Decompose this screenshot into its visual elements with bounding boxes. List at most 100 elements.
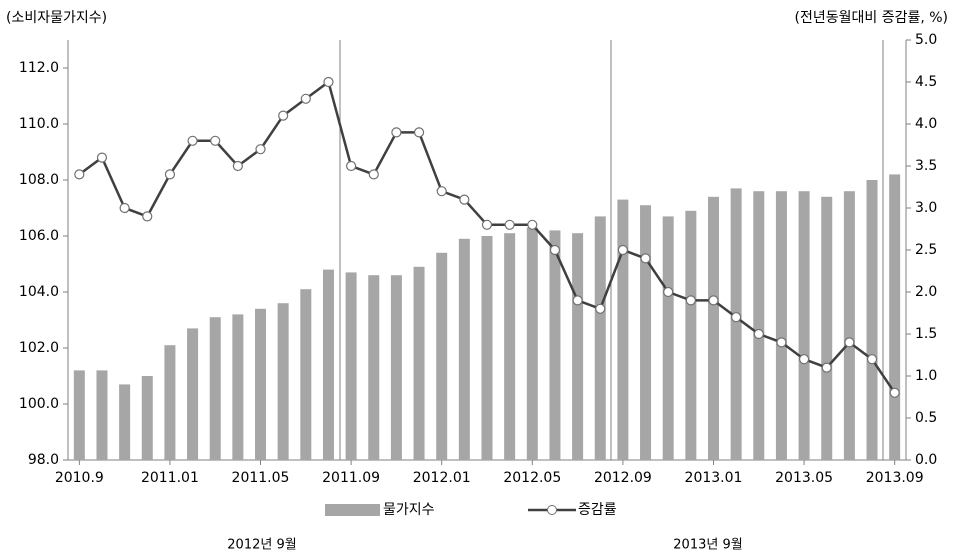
y-tick-label: 106.0 xyxy=(19,228,59,244)
bar xyxy=(73,370,85,460)
annotation: 2013년 9월 xyxy=(673,538,742,553)
bar xyxy=(821,196,833,461)
line-marker xyxy=(436,186,447,197)
bar xyxy=(504,233,516,460)
y-tick-label: 110.0 xyxy=(19,116,59,132)
bar xyxy=(209,317,221,460)
y-tick-label: 100.0 xyxy=(19,396,59,412)
bar xyxy=(141,376,153,460)
line-marker xyxy=(142,211,153,222)
x-tick-label: 2012.09 xyxy=(594,470,652,486)
bar xyxy=(843,191,855,460)
bar xyxy=(119,384,131,460)
line-marker xyxy=(413,127,425,138)
line-marker xyxy=(866,354,878,365)
bar xyxy=(164,345,176,460)
y-axis-title: (소비자물가지수) xyxy=(6,10,107,26)
line-marker xyxy=(776,337,787,348)
y2-tick-label: 3.0 xyxy=(915,200,937,216)
bar xyxy=(232,314,244,460)
bar xyxy=(436,252,448,460)
line-marker xyxy=(504,219,515,230)
bar xyxy=(526,227,538,460)
legend-label: 증감률 xyxy=(578,502,617,518)
y-tick-label: 112.0 xyxy=(19,60,59,76)
line-marker xyxy=(572,295,583,306)
line-marker xyxy=(663,286,674,298)
bar xyxy=(368,275,380,460)
bar xyxy=(866,180,878,460)
x-tick-label: 2012.01 xyxy=(413,470,471,486)
bar xyxy=(255,308,267,460)
bar xyxy=(187,328,199,460)
y2-tick-label: 0.5 xyxy=(915,410,937,426)
annotation: 2012년 9월 xyxy=(227,538,296,553)
bar xyxy=(640,205,652,460)
y2-tick-label: 0.0 xyxy=(915,452,937,468)
x-tick-label: 2013.09 xyxy=(866,470,924,486)
y-tick-label: 98.0 xyxy=(28,452,59,468)
line-marker xyxy=(617,244,628,256)
bar xyxy=(730,188,742,460)
bar xyxy=(481,236,493,460)
line-marker xyxy=(368,169,379,180)
line-marker xyxy=(210,135,221,146)
line-marker xyxy=(527,219,538,230)
bar xyxy=(413,266,425,460)
y2-tick-label: 3.5 xyxy=(915,158,937,174)
legend-label: 물가지수 xyxy=(383,502,435,518)
bar xyxy=(753,191,765,460)
line-marker xyxy=(753,328,764,340)
line-marker xyxy=(481,219,493,230)
y2-tick-label: 2.0 xyxy=(915,284,937,300)
y2-tick-label: 1.5 xyxy=(915,326,937,342)
y-tick-label: 108.0 xyxy=(19,172,59,188)
bar xyxy=(798,191,810,460)
y2-tick-label: 2.5 xyxy=(915,242,937,258)
line-marker xyxy=(232,160,243,172)
line-marker xyxy=(844,337,855,348)
bar xyxy=(322,269,334,460)
line-marker xyxy=(685,295,696,306)
x-tick-label: 2012.05 xyxy=(503,470,561,486)
x-tick-label: 2013.05 xyxy=(775,470,833,486)
y2-tick-label: 5.0 xyxy=(915,32,937,48)
line-marker xyxy=(300,93,311,104)
line-marker xyxy=(187,135,198,146)
line-marker xyxy=(640,253,651,264)
bar xyxy=(594,216,606,460)
legend-swatch xyxy=(325,504,380,516)
bar xyxy=(617,199,629,460)
bar xyxy=(775,191,787,460)
bar xyxy=(889,174,901,460)
bar xyxy=(345,272,357,460)
line-marker xyxy=(278,110,289,121)
x-tick-label: 2011.01 xyxy=(141,470,199,486)
bar xyxy=(707,196,719,461)
y2-tick-label: 1.0 xyxy=(915,368,937,384)
y2-axis-title: (전년동월대비 증감률, %) xyxy=(795,10,949,26)
bar xyxy=(277,303,289,460)
line-marker xyxy=(74,169,85,180)
line-marker xyxy=(119,202,130,214)
y-tick-label: 104.0 xyxy=(19,284,59,300)
bar xyxy=(572,233,584,460)
line-marker xyxy=(96,152,108,163)
y2-tick-label: 4.5 xyxy=(915,74,937,90)
line-marker xyxy=(798,354,810,365)
x-tick-label: 2010.9 xyxy=(55,470,104,486)
x-tick-label: 2013.01 xyxy=(685,470,743,486)
x-tick-label: 2011.09 xyxy=(322,470,380,486)
line-marker xyxy=(731,312,742,323)
bar xyxy=(549,230,561,460)
line-marker xyxy=(323,76,334,88)
line-marker xyxy=(164,169,176,180)
bar xyxy=(662,216,674,460)
line-marker xyxy=(708,295,719,306)
y2-tick-label: 4.0 xyxy=(915,116,937,132)
bar xyxy=(96,370,108,460)
line-marker xyxy=(255,144,266,155)
line-marker xyxy=(595,303,606,314)
line-marker xyxy=(346,160,357,172)
